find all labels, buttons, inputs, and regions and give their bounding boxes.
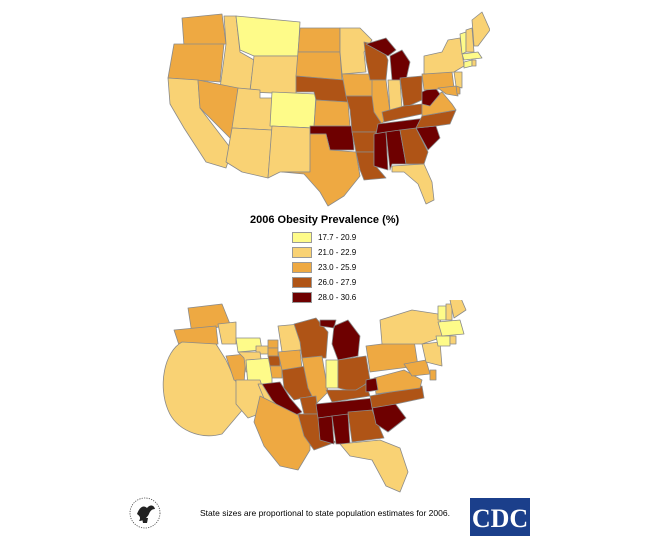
state-connecticut xyxy=(463,59,473,69)
legend-swatch xyxy=(292,262,312,273)
cdc-logo: CDC xyxy=(470,498,530,536)
legend-label: 23.0 - 25.9 xyxy=(318,263,357,272)
state-new-jersey xyxy=(421,341,443,367)
state-arkansas xyxy=(351,131,377,153)
us-obesity-map-geographic xyxy=(167,11,490,207)
state-south-dakota xyxy=(267,347,279,357)
state-new-mexico xyxy=(267,125,313,179)
state-maine xyxy=(471,11,490,47)
legend-swatch xyxy=(292,232,312,243)
state-virginia xyxy=(373,369,423,395)
state-new-hampshire xyxy=(445,303,453,321)
state-alabama xyxy=(385,129,407,171)
state-california xyxy=(162,341,245,437)
state-massachusetts xyxy=(437,319,465,337)
state-nebraska xyxy=(267,355,281,367)
state-michigan xyxy=(319,319,361,361)
state-connecticut xyxy=(435,335,451,347)
legend-item: 28.0 - 30.6 xyxy=(292,290,410,305)
state-florida xyxy=(391,163,435,205)
state-west-virginia xyxy=(365,377,379,393)
legend-swatch xyxy=(292,247,312,258)
legend-label: 21.0 - 22.9 xyxy=(318,248,357,257)
state-new-jersey xyxy=(453,71,463,89)
state-oregon xyxy=(167,43,225,83)
legend-swatch xyxy=(292,292,312,303)
state-minnesota xyxy=(339,27,373,75)
footnote: State sizes are proportional to state po… xyxy=(200,508,450,518)
legend-swatch xyxy=(292,277,312,288)
state-colorado xyxy=(269,91,317,129)
legend-item: 21.0 - 22.9 xyxy=(292,245,410,260)
state-arkansas xyxy=(299,395,319,415)
state-vermont xyxy=(437,305,447,321)
state-new-york xyxy=(379,309,447,345)
state-texas xyxy=(253,395,311,471)
state-illinois xyxy=(301,355,329,405)
state-rhode-island xyxy=(471,59,477,67)
state-north-dakota xyxy=(297,27,341,53)
state-kansas xyxy=(313,99,351,127)
state-michigan xyxy=(365,37,411,81)
us-obesity-cartogram xyxy=(162,300,467,493)
state-mississippi xyxy=(317,415,335,445)
state-arizona xyxy=(225,127,273,179)
legend-label: 26.0 - 27.9 xyxy=(318,278,357,287)
state-georgia xyxy=(399,127,429,165)
state-north-dakota xyxy=(267,339,279,349)
state-rhode-island xyxy=(449,335,457,345)
legend-item: 23.0 - 25.9 xyxy=(292,260,410,275)
legend-label: 17.7 - 20.9 xyxy=(318,233,357,242)
state-alabama xyxy=(331,413,351,445)
hhs-logo-icon xyxy=(129,497,161,529)
state-ohio xyxy=(399,75,423,109)
state-massachusetts xyxy=(461,51,483,61)
legend-item: 26.0 - 27.9 xyxy=(292,275,410,290)
state-montana xyxy=(235,15,301,57)
state-maine xyxy=(449,300,467,319)
map-legend: 2006 Obesity Prevalence (%) 17.7 - 20.9 … xyxy=(250,214,410,305)
state-texas xyxy=(281,133,361,207)
state-new-hampshire xyxy=(465,27,475,53)
state-new-york xyxy=(423,37,465,75)
legend-item: 17.7 - 20.9 xyxy=(292,230,410,245)
cdc-logo-text: CDC xyxy=(472,504,528,533)
state-kansas xyxy=(269,365,283,379)
state-florida xyxy=(339,439,409,493)
state-south-dakota xyxy=(295,51,343,81)
state-washington xyxy=(181,13,227,47)
state-maryland xyxy=(437,85,459,97)
state-mississippi xyxy=(373,131,389,171)
legend-title: 2006 Obesity Prevalence (%) xyxy=(250,214,400,226)
state-idaho xyxy=(217,321,237,345)
state-indiana xyxy=(325,359,339,389)
state-oklahoma xyxy=(261,381,303,419)
legend-label: 28.0 - 30.6 xyxy=(318,293,357,302)
state-delaware xyxy=(429,369,437,381)
state-wisconsin xyxy=(293,317,329,359)
state-utah xyxy=(231,87,275,131)
state-wyoming xyxy=(249,55,299,95)
